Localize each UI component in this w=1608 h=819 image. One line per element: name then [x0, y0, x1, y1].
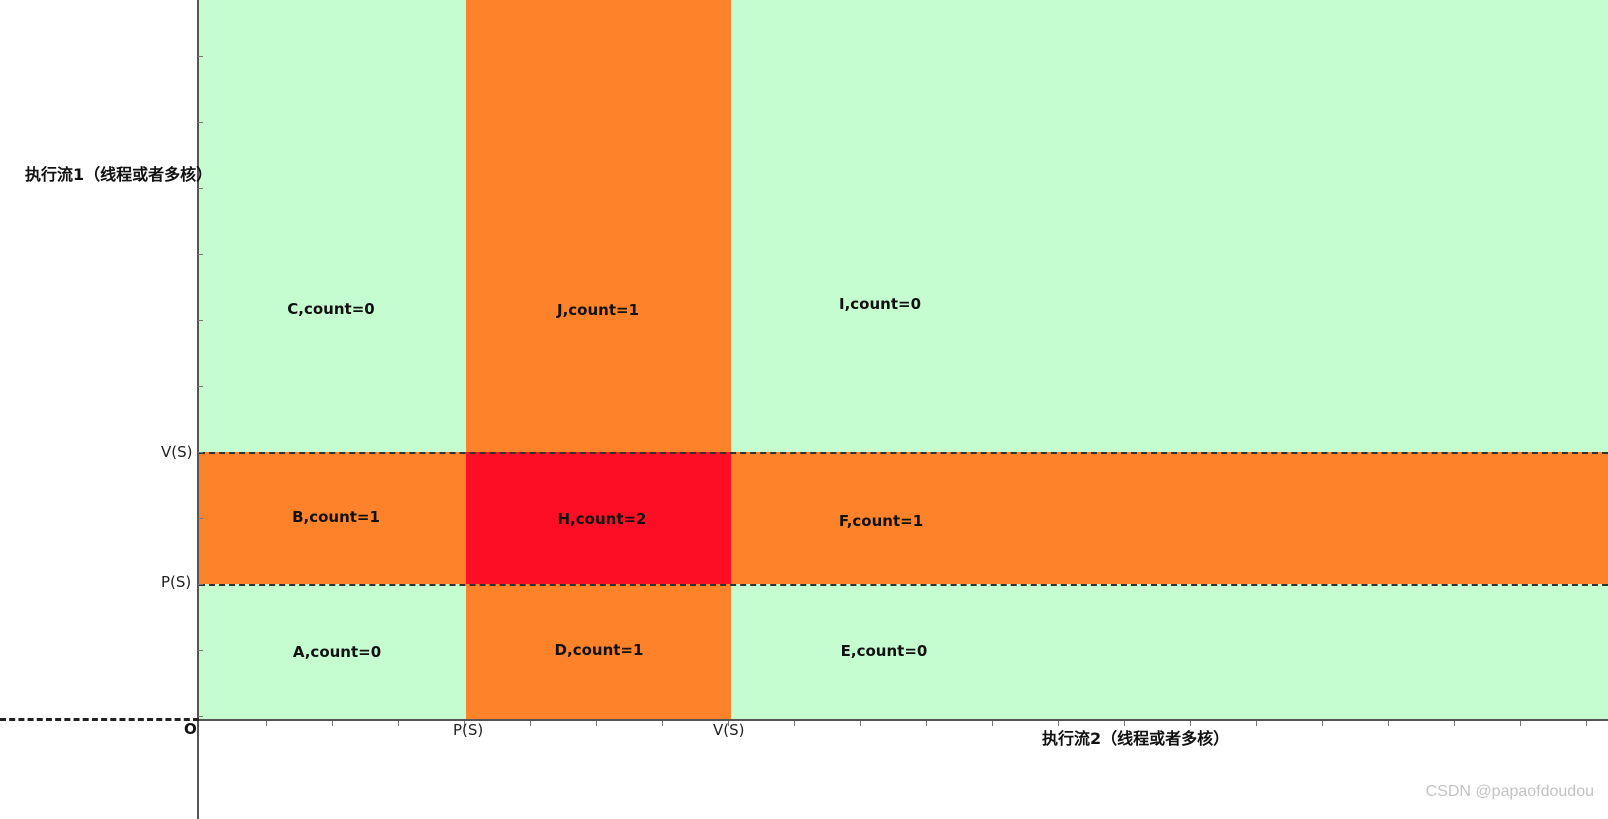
y-minor-tick	[198, 56, 203, 57]
x-minor-tick	[464, 721, 465, 726]
negative-x-axis	[0, 718, 199, 721]
y-minor-tick	[198, 320, 203, 321]
x-minor-tick	[1256, 721, 1257, 726]
x-minor-tick	[530, 721, 531, 726]
x-minor-tick	[662, 721, 663, 726]
y-minor-tick	[198, 254, 203, 255]
region-d	[466, 584, 731, 719]
origin-label: O	[184, 720, 197, 738]
y-minor-tick	[198, 518, 203, 519]
region-j	[466, 0, 731, 452]
region-label-e: E,count=0	[840, 642, 928, 660]
region-i	[731, 0, 1608, 452]
ps-dashed-line	[199, 584, 1608, 586]
y-tick-label-ps: P(S)	[161, 573, 192, 591]
x-tick-label-ps: P(S)	[453, 721, 484, 739]
x-axis	[199, 719, 1608, 721]
x-minor-tick	[1124, 721, 1125, 726]
x-minor-tick	[1322, 721, 1323, 726]
x-minor-tick	[1388, 721, 1389, 726]
x-axis-title: 执行流2（线程或者多核）	[1042, 729, 1230, 748]
x-minor-tick	[332, 721, 333, 726]
y-axis-title: 执行流1（线程或者多核）	[25, 165, 213, 184]
x-minor-tick	[992, 721, 993, 726]
region-label-d: D,count=1	[554, 641, 644, 659]
region-f	[731, 452, 1608, 584]
x-minor-tick	[926, 721, 927, 726]
x-minor-tick	[1454, 721, 1455, 726]
y-axis	[197, 0, 199, 819]
region-label-f: F,count=1	[838, 512, 924, 530]
region-label-c: C,count=0	[287, 300, 375, 318]
x-minor-tick	[596, 721, 597, 726]
region-a	[199, 584, 466, 719]
region-b	[199, 452, 466, 584]
y-tick-label-vs: V(S)	[161, 443, 193, 461]
x-minor-tick	[860, 721, 861, 726]
region-label-a: A,count=0	[292, 643, 382, 661]
x-minor-tick	[1586, 721, 1587, 726]
region-e	[731, 584, 1608, 719]
x-minor-tick	[266, 721, 267, 726]
y-minor-tick	[198, 386, 203, 387]
region-h	[466, 452, 731, 584]
region-label-i: I,count=0	[838, 295, 922, 313]
y-minor-tick	[198, 122, 203, 123]
region-label-h: H,count=2	[557, 510, 647, 528]
x-minor-tick	[728, 721, 729, 726]
y-minor-tick	[198, 584, 203, 585]
x-minor-tick	[1058, 721, 1059, 726]
y-minor-tick	[198, 650, 203, 651]
x-tick-label-vs: V(S)	[713, 721, 745, 739]
watermark: CSDN @papaofdoudou	[1425, 783, 1594, 800]
y-minor-tick	[198, 452, 203, 453]
region-label-j: J,count=1	[556, 301, 640, 319]
x-minor-tick	[398, 721, 399, 726]
x-minor-tick	[1520, 721, 1521, 726]
y-minor-tick	[198, 188, 203, 189]
vs-dashed-line	[199, 452, 1608, 454]
y-minor-tick	[198, 716, 203, 717]
x-minor-tick	[1190, 721, 1191, 726]
x-minor-tick	[794, 721, 795, 726]
region-c	[199, 0, 466, 452]
region-label-b: B,count=1	[292, 508, 380, 526]
